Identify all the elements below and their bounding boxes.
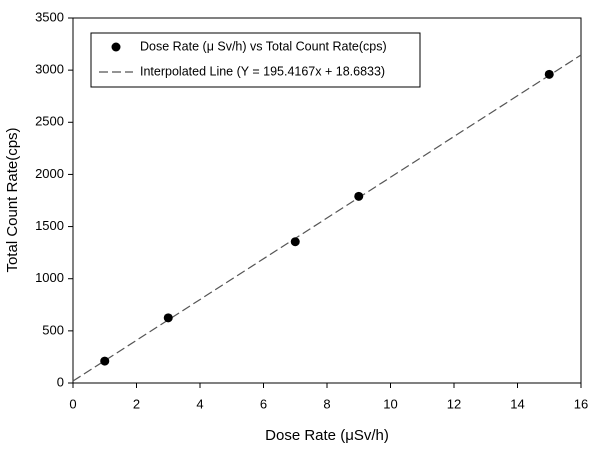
y-tick-label: 0: [57, 374, 64, 389]
y-tick-label: 3500: [35, 9, 64, 24]
y-axis-title: Total Count Rate(cps): [4, 127, 21, 272]
legend-box: [90, 32, 421, 88]
x-tick-label: 0: [69, 396, 76, 411]
y-tick-label: 500: [42, 322, 64, 337]
legend-text: Interpolated Line (Y = 195.4167x + 18.68…: [140, 64, 385, 78]
data-point: [163, 313, 173, 323]
x-tick-label: 12: [447, 396, 461, 411]
x-tick-label: 2: [133, 396, 140, 411]
x-tick-label: 4: [196, 396, 203, 411]
y-tick-label: 1500: [35, 218, 64, 233]
y-tick-label: 1000: [35, 270, 64, 285]
fit-line: [72, 54, 582, 382]
x-tick-label: 14: [510, 396, 524, 411]
y-tick-label: 2000: [35, 166, 64, 181]
y-tick-label: 2500: [35, 114, 64, 129]
data-point: [544, 69, 554, 79]
x-tick-label: 6: [260, 396, 267, 411]
x-tick-label: 16: [574, 396, 588, 411]
x-tick-label: 8: [323, 396, 330, 411]
data-point: [290, 237, 300, 247]
data-point: [354, 191, 364, 201]
x-axis-title: Dose Rate (μSv/h): [265, 427, 389, 444]
data-point: [100, 356, 110, 366]
legend-text: Dose Rate (μ Sv/h) vs Total Count Rate(c…: [140, 39, 387, 53]
x-tick-label: 10: [383, 396, 397, 411]
y-tick-label: 3000: [35, 62, 64, 77]
legend-symbol: [111, 42, 121, 52]
